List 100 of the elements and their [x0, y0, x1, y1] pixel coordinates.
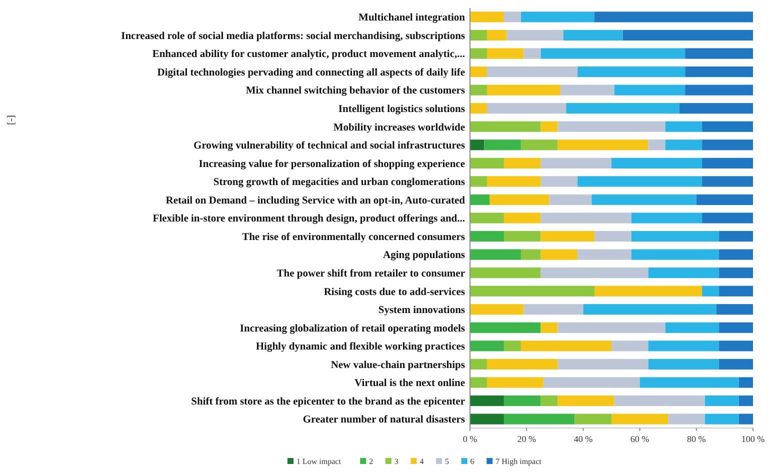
- bar: [486, 358, 558, 370]
- bar: [544, 377, 640, 388]
- bar: [470, 158, 504, 168]
- y-tick-label: Flexible in-store environment through design, product offerings and...: [152, 214, 466, 225]
- bar: [504, 12, 521, 22]
- y-tick-label: Shift from store as the epicenter to the brand as the epicenter: [191, 396, 466, 408]
- bar: [738, 414, 753, 424]
- bar: [558, 358, 648, 370]
- y-tick-label: Rising costs due to add-services: [324, 286, 465, 298]
- bar: [558, 140, 648, 150]
- x-tick-label: 40 %: [574, 434, 594, 444]
- y-tick-label: Digital technologies pervading and connecting all aspects of daily life: [157, 67, 466, 78]
- bar: [668, 414, 705, 424]
- bar: [558, 121, 666, 132]
- bar: [702, 140, 753, 150]
- bar: [702, 286, 720, 296]
- y-tick-label: Strong growth of megacities and urban conglomerations: [213, 177, 465, 188]
- bar: [470, 212, 504, 224]
- bar: [486, 30, 507, 41]
- bar: [470, 230, 504, 242]
- bar: [716, 304, 753, 315]
- bar: [566, 103, 680, 114]
- bar: [719, 230, 753, 242]
- y-tick-label: Retail on Demand – including Service with an opt-in, Auto-curated: [166, 195, 466, 206]
- x-tick-label: 60 %: [630, 434, 650, 444]
- legend-label: 4: [420, 457, 424, 466]
- bar: [719, 268, 753, 278]
- bar: [504, 414, 575, 424]
- bar: [470, 395, 504, 406]
- bar: [470, 249, 521, 260]
- bar: [738, 377, 753, 388]
- bar: [486, 377, 544, 388]
- bar: [612, 340, 648, 352]
- text: [-]: [6, 115, 17, 125]
- bar: [470, 30, 487, 41]
- bar: [665, 140, 702, 150]
- bar: [470, 377, 487, 388]
- bar: [558, 395, 614, 406]
- bar: [665, 121, 702, 132]
- bar: [520, 12, 595, 22]
- y-tick-label: Virtual is the next online: [354, 378, 466, 390]
- bar: [719, 358, 753, 370]
- bar: [574, 414, 612, 424]
- bar: [540, 249, 578, 260]
- bar: [470, 194, 490, 206]
- bar: [594, 12, 753, 22]
- bar: [702, 212, 753, 224]
- bar: [719, 322, 753, 333]
- x-tick-label: 20 %: [517, 434, 536, 444]
- x-tick-label: 100 %: [741, 434, 766, 444]
- bar: [563, 30, 623, 41]
- bar: [648, 268, 720, 278]
- bar: [484, 140, 521, 150]
- bar: [486, 84, 561, 96]
- bar: [704, 395, 739, 406]
- bar: [719, 340, 753, 352]
- bar: [524, 48, 541, 59]
- bar: [486, 103, 566, 114]
- bar: [470, 304, 524, 315]
- bar: [631, 230, 720, 242]
- bar: [704, 414, 739, 424]
- bar: [614, 84, 686, 96]
- bar: [702, 176, 753, 187]
- bar: [719, 249, 753, 260]
- bar: [520, 249, 541, 260]
- bar: [470, 48, 487, 59]
- bar: [470, 340, 504, 352]
- bar: [504, 158, 541, 168]
- y-tick-label: Growing vulnerability of technical and social infrastructures: [194, 140, 465, 152]
- bar: [540, 230, 595, 242]
- bar: [679, 103, 753, 114]
- legend-label: 7 High impact: [496, 457, 542, 466]
- legend-label: 5: [445, 457, 449, 466]
- bar: [665, 322, 720, 333]
- bar: [594, 286, 702, 296]
- bar: [520, 140, 558, 150]
- bar: [470, 268, 541, 278]
- bar: [612, 414, 668, 424]
- bar: [583, 304, 716, 315]
- bar: [470, 358, 487, 370]
- bar: [648, 140, 666, 150]
- bar: [640, 377, 739, 388]
- bar: [540, 176, 578, 187]
- bar: [490, 194, 550, 206]
- y-tick-label: New value-chain partnerships: [330, 360, 465, 371]
- legend-label: 6: [470, 457, 474, 466]
- bar: [549, 194, 592, 206]
- bar: [470, 176, 487, 187]
- bar: [470, 66, 487, 78]
- bar: [486, 66, 578, 78]
- y-tick-label: Increased role of social media platforms: social merchandising, subscriptions: [121, 30, 465, 42]
- bar: [560, 84, 614, 96]
- bar: [540, 322, 558, 333]
- bar: [504, 395, 541, 406]
- bar: [540, 395, 558, 406]
- bar: [504, 340, 521, 352]
- y-tick-label: Greater number of natural disasters: [302, 414, 465, 426]
- bar: [540, 121, 558, 132]
- bar: [622, 30, 753, 41]
- x-tick-label: 80 %: [687, 434, 706, 444]
